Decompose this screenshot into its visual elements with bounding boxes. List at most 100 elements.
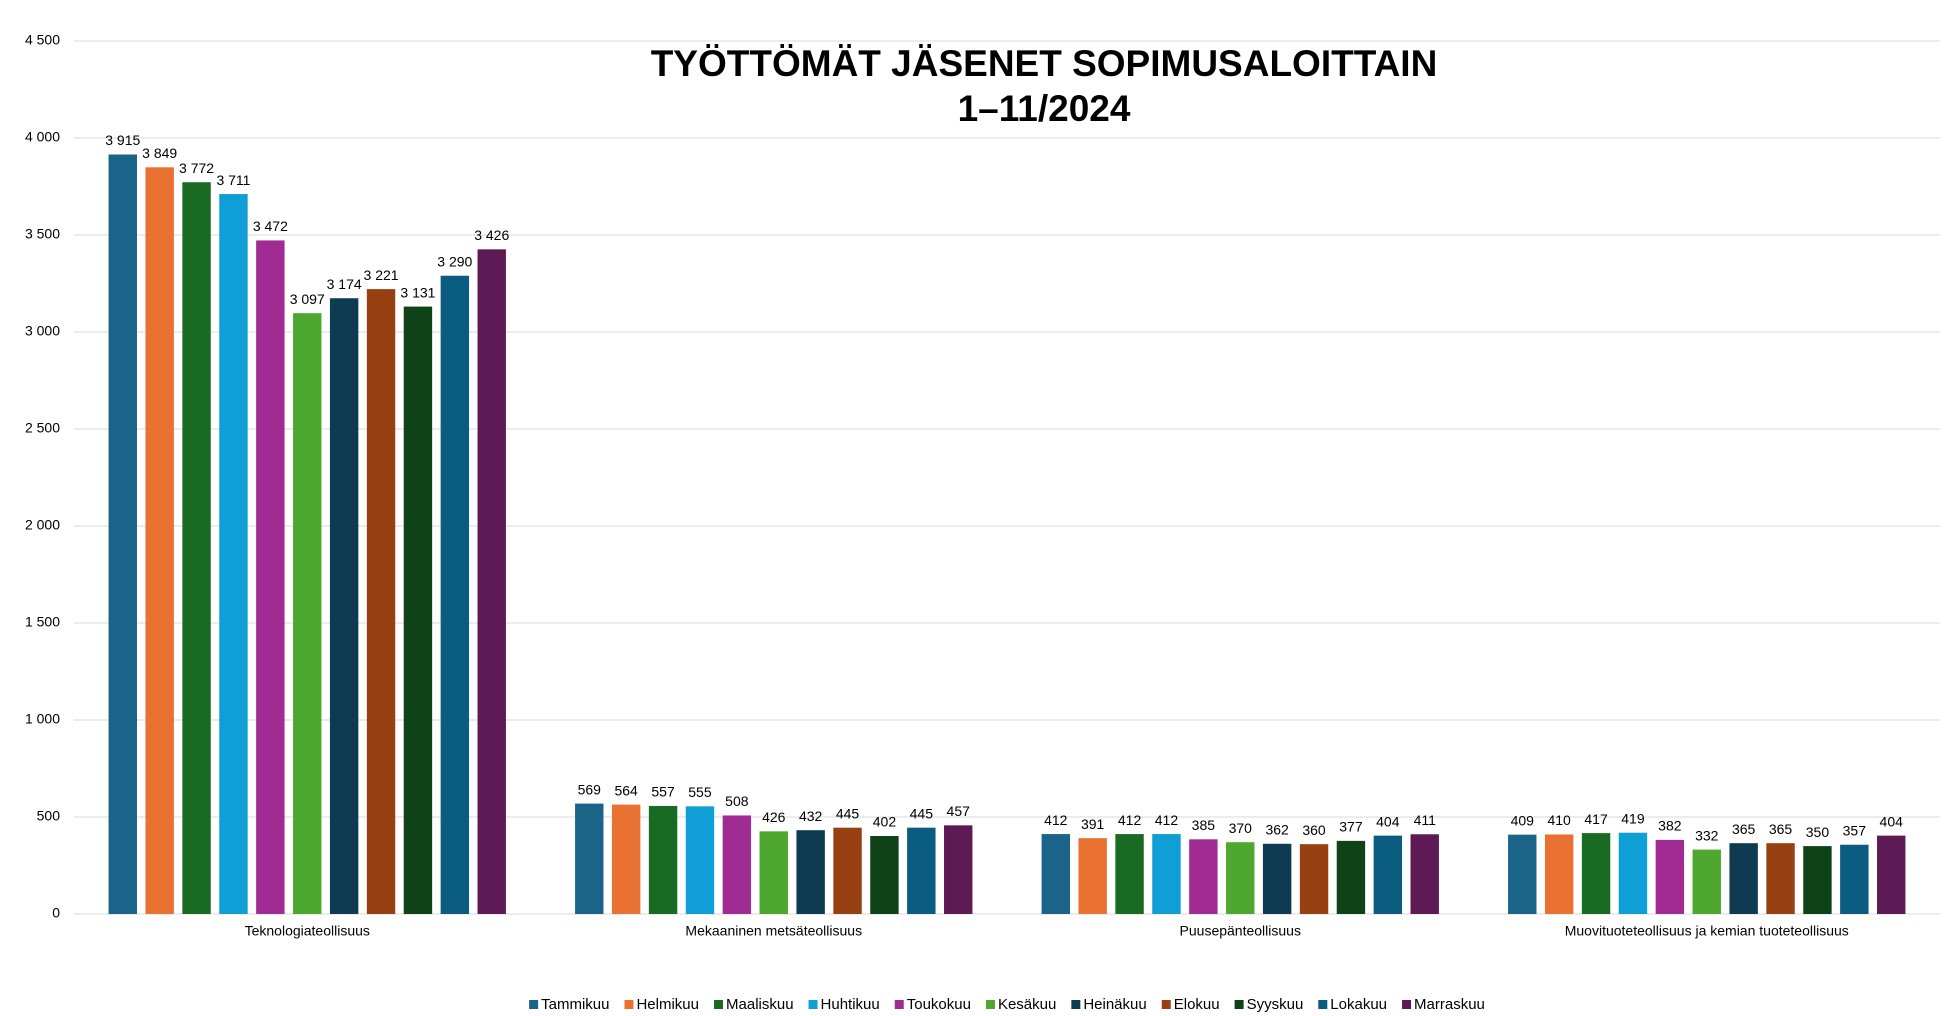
bar — [1581, 833, 1611, 914]
legend-swatch — [1071, 1000, 1081, 1009]
legend: Tammikuu Helmikuu Maaliskuu Huhtikuu Toukoku… — [529, 996, 1485, 1013]
data-label: 412 — [1118, 812, 1142, 828]
data-label: 3 472 — [253, 218, 288, 234]
legend-swatch — [624, 1000, 634, 1009]
bar — [477, 249, 506, 914]
y-tick-label: 1 000 — [25, 711, 60, 727]
bar — [1226, 842, 1255, 914]
bar — [722, 815, 752, 914]
bar — [1078, 838, 1107, 914]
legend-swatch — [529, 1000, 539, 1009]
data-label: 365 — [1769, 821, 1793, 837]
y-tick-label: 0 — [52, 905, 60, 921]
bar — [1299, 844, 1329, 914]
data-label: 385 — [1192, 817, 1216, 833]
chart-title: TYÖTTÖMÄT JÄSENET SOPIMUSALOITTAIN — [651, 43, 1438, 84]
bar — [796, 830, 825, 914]
data-label: 362 — [1265, 821, 1289, 837]
bar — [1373, 835, 1403, 914]
bar — [219, 194, 248, 915]
legend-swatch — [1161, 1000, 1171, 1009]
bar — [1729, 843, 1758, 914]
data-label: 3 131 — [400, 284, 435, 300]
bar — [648, 805, 678, 914]
legend-swatch — [1318, 1000, 1328, 1009]
bar — [759, 831, 788, 914]
data-label: 457 — [947, 803, 971, 819]
data-label: 391 — [1081, 816, 1105, 832]
data-label: 412 — [1044, 812, 1068, 828]
bar — [1692, 849, 1721, 914]
legend-label: Marraskuu — [1414, 996, 1485, 1013]
x-tick-label: Mekaaninen metsäteollisuus — [685, 923, 862, 939]
bar — [1410, 834, 1439, 914]
data-label: 412 — [1155, 812, 1179, 828]
bar — [611, 804, 641, 914]
bar — [293, 313, 322, 914]
legend-swatch — [808, 1000, 818, 1009]
legend-label: Huhtikuu — [821, 996, 880, 1013]
data-label: 365 — [1732, 821, 1756, 837]
data-label: 357 — [1843, 822, 1867, 838]
legend-label: Helmikuu — [636, 996, 699, 1013]
data-label: 419 — [1621, 810, 1645, 826]
bar — [1262, 843, 1292, 914]
bar — [944, 825, 973, 914]
bar — [575, 803, 604, 914]
legend-label: Maaliskuu — [726, 996, 794, 1013]
legend-swatch — [1234, 1000, 1244, 1009]
data-label: 404 — [1880, 813, 1904, 829]
y-tick-label: 2 500 — [25, 420, 60, 436]
y-tick-label: 1 500 — [25, 614, 60, 630]
data-label: 564 — [614, 782, 638, 798]
data-label: 360 — [1302, 822, 1326, 838]
data-label: 432 — [799, 808, 823, 824]
data-label: 3 426 — [474, 227, 509, 243]
data-label: 3 772 — [179, 160, 214, 176]
bar — [1041, 834, 1070, 914]
x-tick-label: Muovituoteteollisuus ja kemian tuoteteol… — [1565, 923, 1849, 939]
data-label: 3 221 — [364, 267, 399, 283]
data-label: 3 290 — [437, 253, 472, 269]
data-label: 3 915 — [105, 132, 140, 148]
bar — [1336, 840, 1366, 914]
data-label: 332 — [1695, 827, 1719, 843]
data-label: 555 — [688, 784, 712, 800]
bar — [1189, 839, 1218, 914]
data-label: 411 — [1414, 812, 1437, 828]
y-tick-label: 4 500 — [25, 32, 60, 48]
legend-swatch — [894, 1000, 904, 1009]
bar — [366, 289, 396, 915]
data-label: 3 711 — [216, 172, 250, 188]
bar — [440, 275, 470, 914]
data-label: 426 — [762, 809, 786, 825]
data-label: 557 — [651, 784, 675, 800]
bar — [1766, 843, 1795, 914]
data-label: 404 — [1376, 813, 1400, 829]
data-label: 402 — [873, 814, 897, 830]
bar — [329, 298, 359, 914]
chart-subtitle: 1–11/2024 — [958, 88, 1131, 129]
data-label: 569 — [578, 781, 602, 797]
y-tick-label: 500 — [37, 808, 61, 824]
legend-swatch — [714, 1000, 724, 1009]
bar — [108, 154, 137, 915]
bar — [1803, 846, 1832, 914]
bar — [1618, 832, 1648, 914]
bar — [145, 167, 174, 914]
data-label: 3 097 — [290, 291, 325, 307]
bar — [1544, 834, 1574, 914]
data-label: 377 — [1339, 819, 1363, 835]
data-label: 382 — [1658, 818, 1682, 834]
bar — [833, 827, 862, 914]
bar — [1840, 844, 1869, 914]
data-label: 445 — [836, 805, 860, 821]
data-label: 3 174 — [327, 276, 362, 292]
legend-label: Heinäkuu — [1083, 996, 1146, 1013]
data-label: 410 — [1547, 812, 1571, 828]
x-tick-label: Puusepänteollisuus — [1180, 923, 1301, 939]
y-tick-label: 3 500 — [25, 226, 60, 242]
y-tick-label: 4 000 — [25, 129, 60, 145]
bar — [1877, 835, 1906, 914]
legend-label: Tammikuu — [541, 996, 609, 1013]
